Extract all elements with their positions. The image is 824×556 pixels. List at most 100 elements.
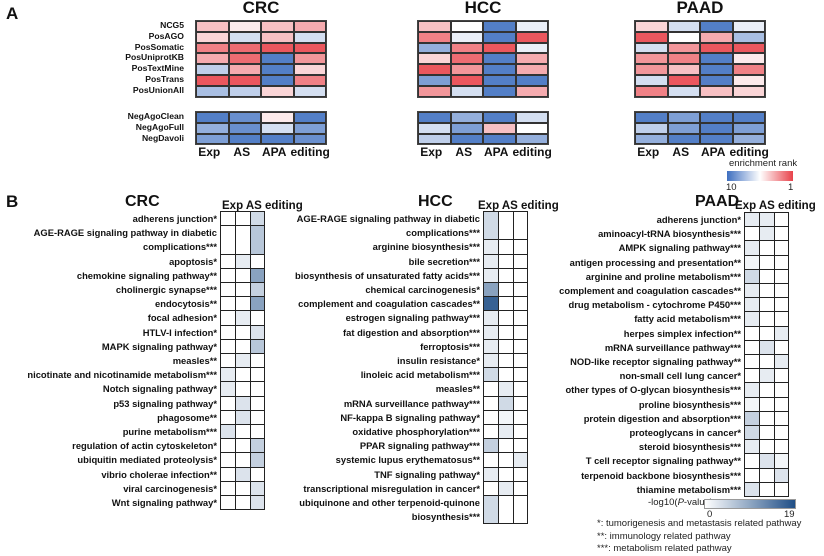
heatmap-cell [515, 64, 548, 75]
heatmap-cell [293, 42, 326, 54]
row-label: PosTextMine [131, 63, 184, 74]
pathway-label: T cell receptor signaling pathway** [0, 454, 745, 468]
pathway-label-line: protein digestion and absorption*** [583, 412, 741, 424]
heatmap-cell [773, 467, 790, 483]
heatmap-cell [249, 495, 266, 511]
pathway-cells [744, 354, 790, 370]
heatmap-cell [744, 339, 760, 356]
pathway-row: AMPK signaling pathway*** [0, 240, 790, 256]
pathway-label: vibrio cholerae infection** [4, 468, 221, 482]
heatmap-cell [700, 64, 733, 75]
heatmap-cell [450, 31, 483, 43]
pathway-label: non-small cell lung cancer* [0, 369, 745, 383]
heatmap-cell [744, 254, 760, 270]
heatmap-cell [293, 122, 326, 134]
pathway-label-line: non-small cell lung cancer* [619, 370, 741, 382]
heatmap-cell [758, 439, 775, 455]
pathway-cells [744, 453, 790, 469]
heatmap-cell [450, 122, 483, 134]
pathway-label-line: biosynthesis*** [411, 511, 480, 523]
heatmap-cell [483, 31, 516, 43]
heatmap-cell [744, 368, 760, 384]
pathway-label-line: adherens junction* [132, 213, 217, 224]
heatmap-cell [732, 122, 765, 134]
pathway-label-line: HTLV-I infection* [142, 326, 217, 338]
pathway-label-line: arginine and proline metabolism*** [585, 270, 741, 282]
pathway-row: chemokine signaling pathway** [4, 267, 266, 283]
pathway-label-line: purine metabolism*** [122, 426, 217, 438]
pathway-label-line: steroid biosynthesis*** [638, 441, 741, 453]
heatmap-cell [758, 467, 775, 483]
row-label: NegAgoClean [127, 111, 184, 121]
column-labels-crc: Exp AS APA editing [193, 145, 330, 159]
pathway-label: steroid biosynthesis*** [0, 440, 745, 454]
heatmap-cell [497, 495, 514, 525]
heatmap-cell [773, 254, 790, 270]
pathway-row: other types of O-glycan biosynthesis*** [0, 382, 790, 398]
pathway-label-line: antigen processing and presentation** [569, 256, 741, 268]
heatmap-cell [744, 283, 760, 299]
footnote-1: *: tumorigenesis and metastasis related … [597, 518, 802, 529]
pathway-label-line: mRNA surveillance pathway*** [343, 397, 480, 409]
pathway-label: viral carcinogenesis* [4, 482, 221, 496]
heatmap-cell [483, 495, 499, 525]
pathway-cells [744, 396, 790, 412]
column-label: Exp [420, 145, 443, 159]
heatmap-cell [635, 64, 668, 75]
heatmap-cell [700, 42, 733, 54]
heatmap-cell [758, 311, 775, 327]
pathway-label: Notch signaling pathway* [4, 382, 221, 396]
pathway-label-line: systemic lupus erythematosus** [335, 454, 480, 466]
pathway-cells [744, 439, 790, 455]
heatmap-cell [744, 226, 760, 242]
pathway-label: HTLV-I infection* [4, 326, 221, 340]
pathway-label-line: complications*** [143, 241, 217, 253]
heatmap-cell [758, 382, 775, 398]
heatmap-cell [483, 42, 516, 54]
row-label: NegAgoFull [135, 121, 184, 132]
pathway-cells [220, 324, 266, 340]
pathway-cells [220, 466, 266, 482]
heatmap-cell [293, 85, 326, 97]
heatmap-cell [261, 42, 294, 54]
heatmap-cell [418, 42, 451, 54]
heatmap-cell [228, 64, 261, 75]
pathway-label: AGE-RAGE signaling pathway in diabetic co… [2, 212, 484, 240]
heatmap-cell [667, 42, 700, 54]
column-label: editing [290, 145, 330, 159]
heatmap-cell [261, 74, 294, 86]
heatmap-cell [732, 31, 765, 43]
heatmap-cell [418, 85, 451, 97]
pathway-label-line: biosynthesis of unsaturated fatty acids*… [295, 269, 480, 281]
pathway-label-line: AMPK signaling pathway*** [618, 242, 741, 254]
pathway-label: aminoacyl-tRNA biosynthesis*** [0, 227, 745, 241]
heatmap-cell [196, 74, 229, 86]
pathway-label: fat digestion and absorption*** [2, 326, 484, 340]
heatmap-cell [196, 53, 229, 65]
heatmap-cell [196, 21, 229, 32]
pathway-label: p53 signaling pathway* [4, 397, 221, 411]
pathway-label: transcriptional misregulation in cancer* [2, 482, 484, 496]
pathway-row: ubiquinone and other terpenoid-quinone bi… [2, 495, 529, 525]
pathway-label: ubiquinone and other terpenoid-quinone bi… [2, 496, 484, 524]
pathway-label-line: Wnt signaling pathway* [111, 497, 217, 509]
pathway-label: protein digestion and absorption*** [0, 412, 745, 426]
pathway-cells [220, 438, 266, 454]
heatmap-hcc-negative [417, 111, 549, 146]
heatmap-cell [261, 21, 294, 32]
pathway-label: NOD-like receptor signaling pathway** [0, 355, 745, 369]
pathway-label-line: vibrio cholerae infection** [101, 468, 217, 480]
column-label: AS [455, 145, 473, 159]
heatmap-cell [483, 133, 516, 145]
pvalue-legend-min: 0 [707, 509, 713, 520]
heatmap-cell [758, 268, 775, 284]
heatmap-cell [773, 268, 790, 284]
heatmap-cell [732, 74, 765, 86]
heatmap-cell [758, 354, 775, 370]
heatmap-cell [744, 425, 760, 441]
pathway-row: aminoacyl-tRNA biosynthesis*** [0, 226, 790, 242]
heatmap-cell [450, 133, 483, 145]
pathway-cells [483, 324, 529, 340]
heatmap-cell [293, 53, 326, 65]
pathway-row: apoptosis* [4, 253, 266, 269]
